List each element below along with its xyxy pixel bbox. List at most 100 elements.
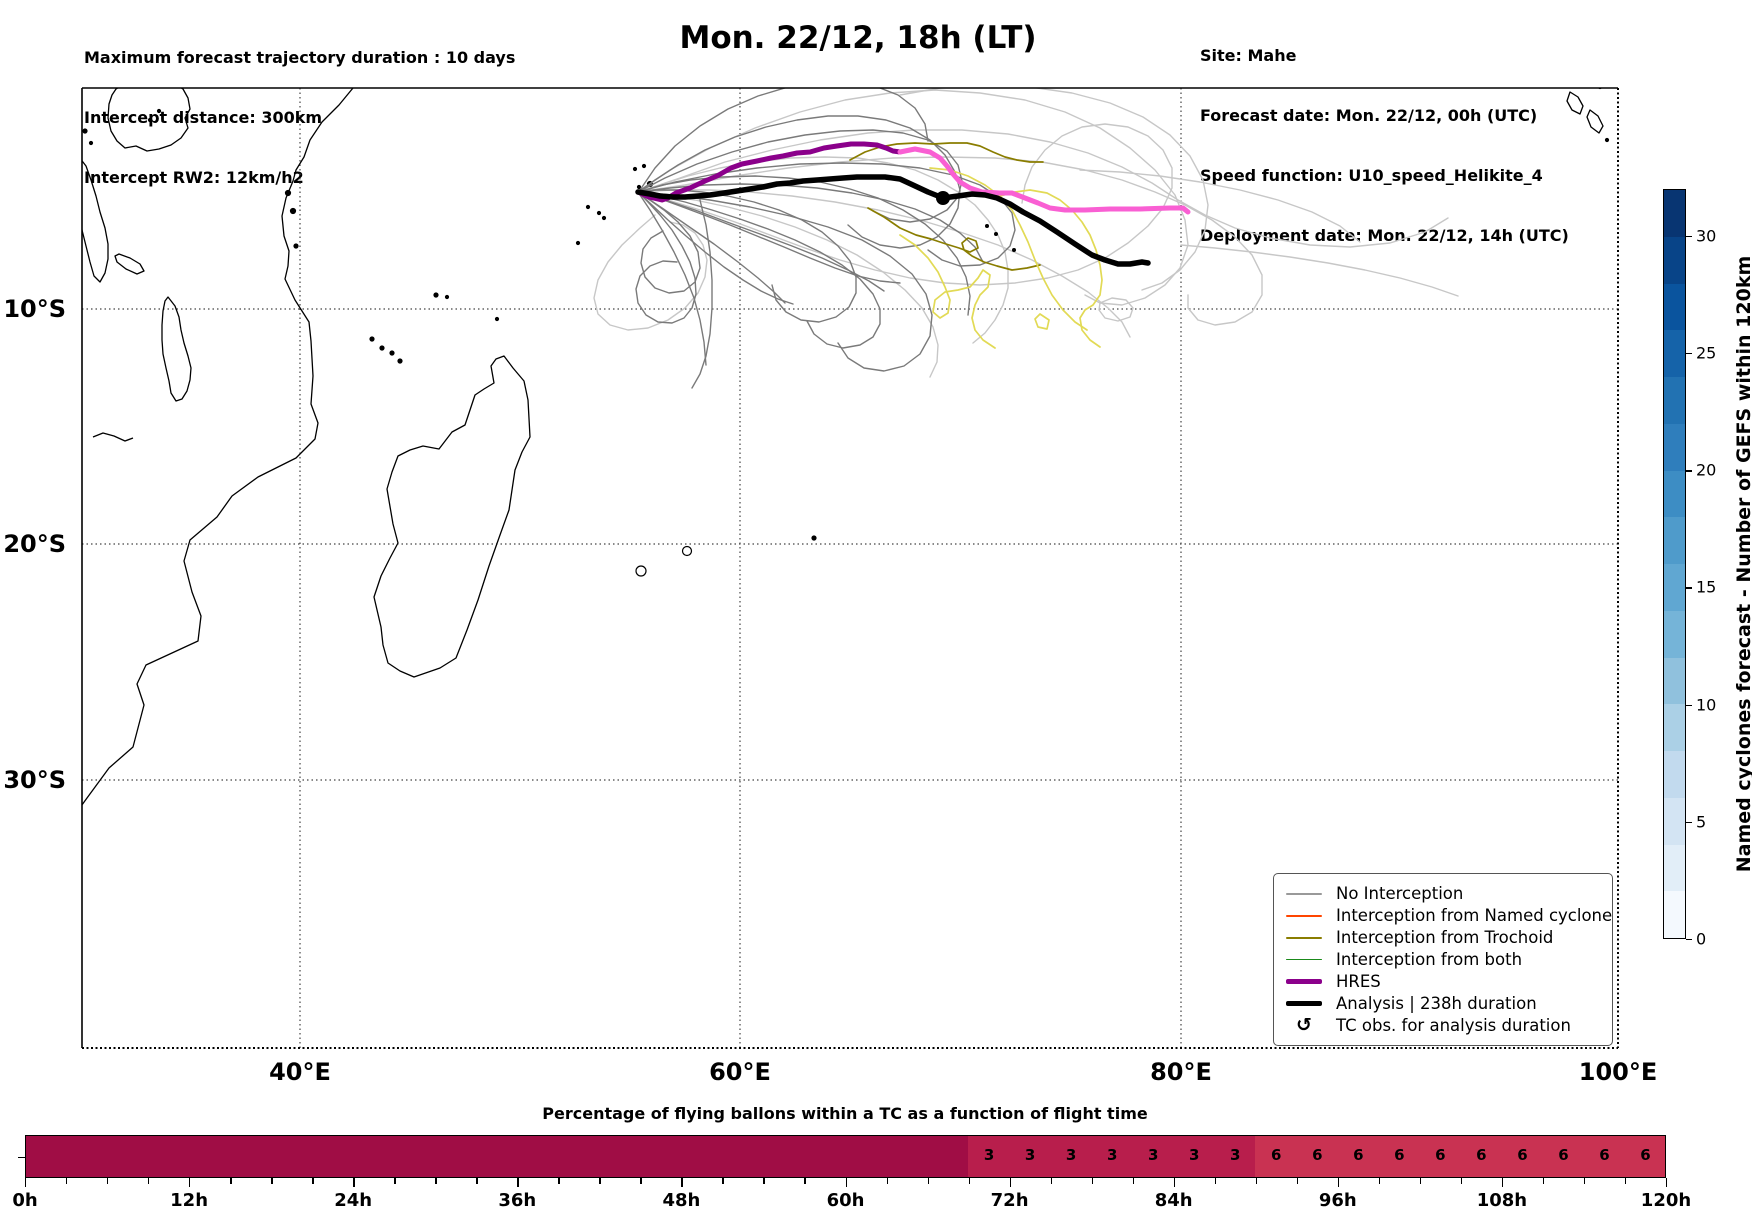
- timeline-cell-value: 6: [1640, 1145, 1651, 1164]
- legend-item: Analysis | 238h duration: [1286, 992, 1600, 1014]
- legend-item: No Interception: [1286, 883, 1600, 905]
- timeline-tick: [1050, 1178, 1053, 1184]
- colorbar-tick: [1686, 235, 1692, 238]
- colorbar-tick-label: 15: [1696, 577, 1717, 597]
- legend-line-#1a8a1a: [1286, 958, 1322, 961]
- colorbar-band: [1664, 797, 1685, 845]
- timeline-tick: [312, 1178, 314, 1184]
- colorbar-tick-label: 10: [1696, 695, 1717, 715]
- timeline-tick: [1419, 1178, 1422, 1184]
- colorbar-band: [1664, 704, 1685, 751]
- lat-label-20°S: 20°S: [3, 530, 66, 558]
- legend-line-sample: [1286, 936, 1322, 939]
- legend-line-#ff4500: [1286, 914, 1322, 917]
- timeline-tick: [1624, 1178, 1627, 1184]
- legend-item: HRES: [1286, 970, 1600, 992]
- colorbar-band: [1664, 236, 1685, 284]
- timeline-segment-3: [968, 1136, 1256, 1177]
- timeline-tick: [394, 1178, 396, 1184]
- colorbar-tick: [1686, 587, 1692, 589]
- colorbar-band: [1664, 470, 1685, 518]
- timeline-tick: [681, 1178, 683, 1187]
- rotate-ccw-icon: ↺: [1296, 1013, 1312, 1036]
- header-left-block: Maximum forecast trajectory duration : 1…: [84, 8, 515, 208]
- timeline-cell-value: 3: [1230, 1145, 1241, 1164]
- colorbar-band: [1664, 423, 1685, 471]
- timeline-cell-value: 6: [1558, 1145, 1569, 1164]
- site-text: Site: Mahe: [1200, 46, 1297, 65]
- timeline-tick-label-96h: 96h: [1318, 1190, 1357, 1211]
- legend-line-sample: [1286, 978, 1322, 984]
- timeline-cell-value: 6: [1599, 1145, 1610, 1164]
- timeline-tick: [1091, 1178, 1094, 1184]
- timeline-tick-label-48h: 48h: [662, 1190, 701, 1211]
- timeline-cell-value: 3: [1065, 1145, 1077, 1164]
- timeline-tick-label-36h: 36h: [498, 1190, 537, 1211]
- timeline-title: Percentage of flying ballons within a TC…: [542, 1104, 1148, 1123]
- timeline-cell-value: 6: [1476, 1145, 1487, 1164]
- timeline-tick: [1460, 1178, 1463, 1184]
- colorbar-tick: [1686, 353, 1692, 355]
- legend-label: Interception from Named cyclone: [1336, 906, 1613, 926]
- timeline-tick: [353, 1178, 355, 1187]
- timeline-tick: [599, 1178, 601, 1184]
- lat-label-30°S: 30°S: [3, 766, 66, 794]
- legend-label: Interception from both: [1336, 950, 1523, 969]
- colorbar-tick: [1686, 470, 1692, 472]
- timeline-tick-label-72h: 72h: [990, 1190, 1029, 1211]
- map-legend: No Interception Interception from Named c…: [1273, 873, 1613, 1046]
- timeline-tick: [558, 1178, 560, 1184]
- colorbar-tick-label: 25: [1696, 343, 1717, 363]
- timeline-cell-value: 3: [983, 1145, 995, 1164]
- colorbar-band: [1664, 330, 1685, 377]
- timeline-tick: [886, 1178, 888, 1184]
- timeline-tick: [1255, 1178, 1258, 1184]
- colorbar-band: [1664, 190, 1685, 237]
- timeline-cell-value: 6: [1435, 1145, 1446, 1164]
- timeline-cell-value: 3: [1147, 1145, 1159, 1164]
- colorbar-band: [1664, 377, 1685, 424]
- timeline-tick: [1583, 1178, 1586, 1184]
- timeline-left-tick: [18, 1156, 25, 1158]
- legend-line-sample: [1286, 1000, 1322, 1006]
- trajectory-group-no-interception-light: [593, 88, 1459, 378]
- timeline-tick: [1009, 1178, 1011, 1187]
- timeline-cell-value: 3: [1024, 1145, 1036, 1164]
- colorbar-label: Named cyclones forecast - Number of GEFS…: [1733, 255, 1752, 873]
- timeline-cell-value: 6: [1312, 1145, 1323, 1164]
- colorbar-tick: [1686, 939, 1692, 941]
- timeline-cell-value: 6: [1271, 1145, 1282, 1164]
- legend-line-#000000: [1286, 1000, 1322, 1006]
- timeline-bar: [25, 1135, 1666, 1178]
- legend-label: Analysis | 238h duration: [1336, 993, 1537, 1013]
- lon-label-40°E: 40°E: [269, 1058, 331, 1086]
- timeline-tick: [435, 1178, 437, 1184]
- intercept-distance-text: Intercept distance: 300km: [84, 108, 323, 127]
- timeline-tick-label-84h: 84h: [1154, 1190, 1193, 1211]
- colorbar-tick: [1686, 821, 1692, 824]
- colorbar-tick: [1686, 704, 1692, 707]
- colorbar-band: [1664, 844, 1685, 892]
- trajectory-group-no-interception: [635, 88, 1016, 389]
- timeline-tick-label-12h: 12h: [170, 1190, 209, 1211]
- colorbar-band: [1664, 610, 1685, 658]
- timeline-cell-value: 6: [1394, 1145, 1405, 1164]
- lon-label-80°E: 80°E: [1150, 1058, 1212, 1086]
- legend-item: Interception from both: [1286, 949, 1600, 971]
- timeline-tick: [1542, 1178, 1545, 1184]
- timeline-tick: [1296, 1178, 1299, 1184]
- legend-item: ↺ TC obs. for analysis duration: [1286, 1014, 1600, 1036]
- timeline-tick: [804, 1178, 806, 1184]
- timeline-tick: [107, 1178, 109, 1184]
- timeline-tick: [1214, 1178, 1217, 1184]
- timeline-cell-value: 3: [1106, 1145, 1118, 1164]
- timeline-tick: [66, 1178, 68, 1184]
- timeline-tick: [189, 1178, 191, 1187]
- timeline-tick: [1337, 1178, 1340, 1187]
- intercept-rw2-text: Intercept RW2: 12km/h2: [84, 168, 304, 187]
- colorbar-band: [1664, 891, 1685, 938]
- lon-label-100°E: 100°E: [1578, 1058, 1658, 1086]
- timeline-tick: [763, 1178, 765, 1184]
- timeline-segment-0: [26, 1136, 969, 1177]
